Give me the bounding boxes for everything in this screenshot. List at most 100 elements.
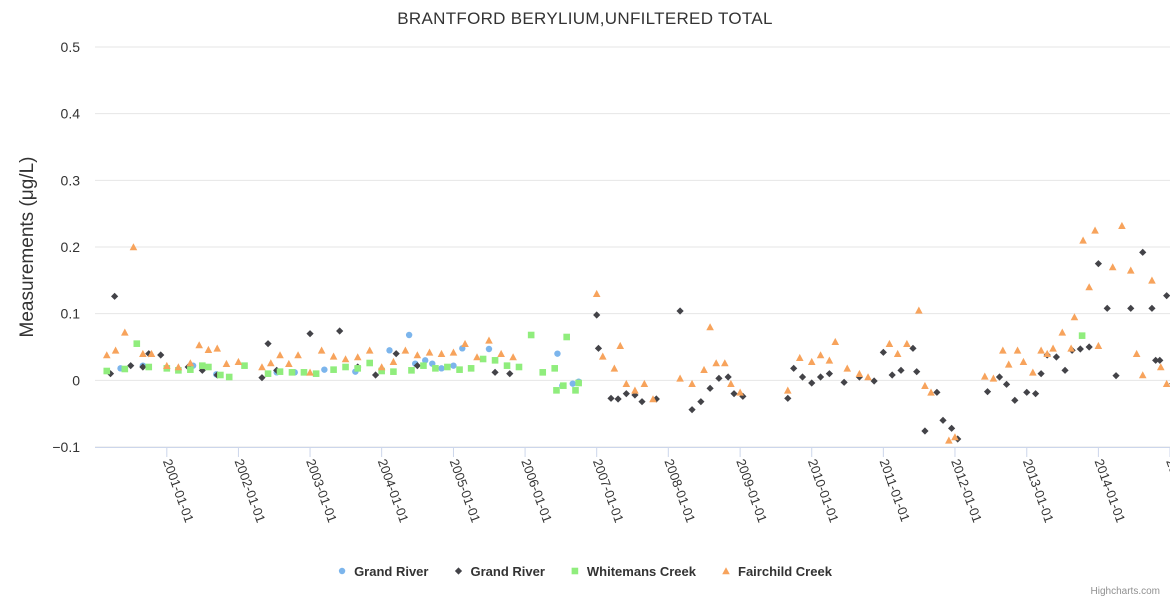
- data-point[interactable]: [700, 365, 708, 373]
- data-point[interactable]: [807, 357, 816, 365]
- data-point[interactable]: [724, 373, 732, 381]
- data-point[interactable]: [1163, 292, 1170, 300]
- data-point[interactable]: [187, 366, 194, 373]
- data-point[interactable]: [195, 341, 203, 349]
- data-point[interactable]: [121, 328, 129, 336]
- data-point[interactable]: [893, 349, 902, 357]
- data-point[interactable]: [554, 350, 561, 357]
- data-point[interactable]: [1013, 346, 1022, 354]
- data-point[interactable]: [497, 349, 505, 357]
- data-point[interactable]: [330, 366, 337, 373]
- data-point[interactable]: [371, 371, 380, 379]
- data-point[interactable]: [607, 394, 615, 402]
- data-point[interactable]: [408, 367, 415, 374]
- data-point[interactable]: [121, 365, 129, 373]
- data-point[interactable]: [127, 362, 135, 370]
- data-point[interactable]: [1139, 248, 1147, 256]
- data-point[interactable]: [413, 351, 422, 359]
- data-point[interactable]: [1156, 363, 1165, 371]
- data-point[interactable]: [365, 346, 374, 354]
- data-point[interactable]: [1043, 349, 1051, 357]
- data-point[interactable]: [199, 362, 206, 369]
- data-point[interactable]: [329, 352, 338, 360]
- data-point[interactable]: [390, 368, 397, 375]
- data-point[interactable]: [622, 390, 630, 398]
- data-point[interactable]: [485, 345, 493, 353]
- data-point[interactable]: [1108, 263, 1117, 271]
- data-point[interactable]: [879, 348, 887, 356]
- data-point[interactable]: [598, 352, 607, 360]
- data-point[interactable]: [222, 359, 231, 367]
- data-point[interactable]: [730, 390, 738, 398]
- data-point[interactable]: [503, 362, 511, 369]
- data-point[interactable]: [1067, 344, 1075, 352]
- data-point[interactable]: [927, 388, 935, 396]
- data-point[interactable]: [432, 365, 439, 372]
- data-point[interactable]: [341, 355, 350, 363]
- data-point[interactable]: [640, 379, 649, 387]
- data-point[interactable]: [855, 369, 864, 377]
- data-point[interactable]: [614, 395, 622, 403]
- data-point[interactable]: [285, 359, 293, 367]
- data-point[interactable]: [575, 379, 582, 387]
- data-point[interactable]: [425, 348, 434, 356]
- data-point[interactable]: [825, 370, 833, 378]
- data-point[interactable]: [539, 369, 547, 376]
- data-point[interactable]: [831, 337, 840, 345]
- data-point[interactable]: [649, 395, 657, 403]
- data-point[interactable]: [1156, 356, 1164, 364]
- data-point[interactable]: [437, 349, 446, 357]
- data-point[interactable]: [103, 367, 111, 375]
- data-point[interactable]: [1029, 368, 1037, 376]
- data-point[interactable]: [903, 339, 911, 347]
- data-point[interactable]: [1037, 346, 1045, 354]
- data-point[interactable]: [1002, 380, 1011, 388]
- data-point[interactable]: [527, 331, 535, 339]
- data-point[interactable]: [392, 350, 400, 358]
- data-point[interactable]: [205, 363, 212, 371]
- data-point[interactable]: [491, 368, 499, 376]
- data-point[interactable]: [258, 374, 266, 382]
- data-point[interactable]: [266, 359, 275, 367]
- data-point[interactable]: [1058, 328, 1067, 336]
- data-point[interactable]: [276, 368, 284, 375]
- data-point[interactable]: [300, 369, 308, 376]
- data-point[interactable]: [1078, 332, 1086, 339]
- legend-symbol[interactable]: [454, 567, 463, 575]
- credits-link[interactable]: Highcharts.com: [1091, 586, 1160, 597]
- data-point[interactable]: [989, 374, 998, 382]
- data-point[interactable]: [1138, 371, 1147, 379]
- data-point[interactable]: [995, 373, 1004, 381]
- data-point[interactable]: [783, 386, 792, 394]
- data-point[interactable]: [795, 353, 804, 361]
- data-point[interactable]: [422, 357, 429, 364]
- data-point[interactable]: [1085, 343, 1093, 351]
- legend-item[interactable]: Grand River: [454, 564, 545, 579]
- data-point[interactable]: [401, 346, 410, 354]
- data-point[interactable]: [808, 379, 816, 387]
- data-point[interactable]: [1019, 357, 1028, 365]
- data-point[interactable]: [1112, 372, 1120, 380]
- data-point[interactable]: [1085, 283, 1093, 291]
- data-point[interactable]: [840, 378, 848, 386]
- data-point[interactable]: [1162, 379, 1170, 387]
- data-point[interactable]: [294, 351, 302, 359]
- data-point[interactable]: [727, 379, 735, 387]
- data-point[interactable]: [721, 359, 729, 367]
- data-point[interactable]: [186, 359, 195, 367]
- data-point[interactable]: [697, 398, 705, 406]
- data-point[interactable]: [145, 363, 153, 371]
- data-point[interactable]: [444, 363, 451, 371]
- data-point[interactable]: [258, 363, 266, 371]
- data-point[interactable]: [1049, 344, 1057, 352]
- data-point[interactable]: [485, 336, 493, 344]
- data-point[interactable]: [1118, 221, 1126, 229]
- data-point[interactable]: [945, 436, 953, 444]
- data-point[interactable]: [438, 365, 445, 372]
- data-point[interactable]: [712, 359, 720, 367]
- data-point[interactable]: [509, 353, 517, 361]
- data-point[interactable]: [163, 361, 171, 369]
- data-point[interactable]: [1004, 360, 1013, 368]
- data-point[interactable]: [225, 373, 233, 381]
- data-point[interactable]: [467, 365, 475, 372]
